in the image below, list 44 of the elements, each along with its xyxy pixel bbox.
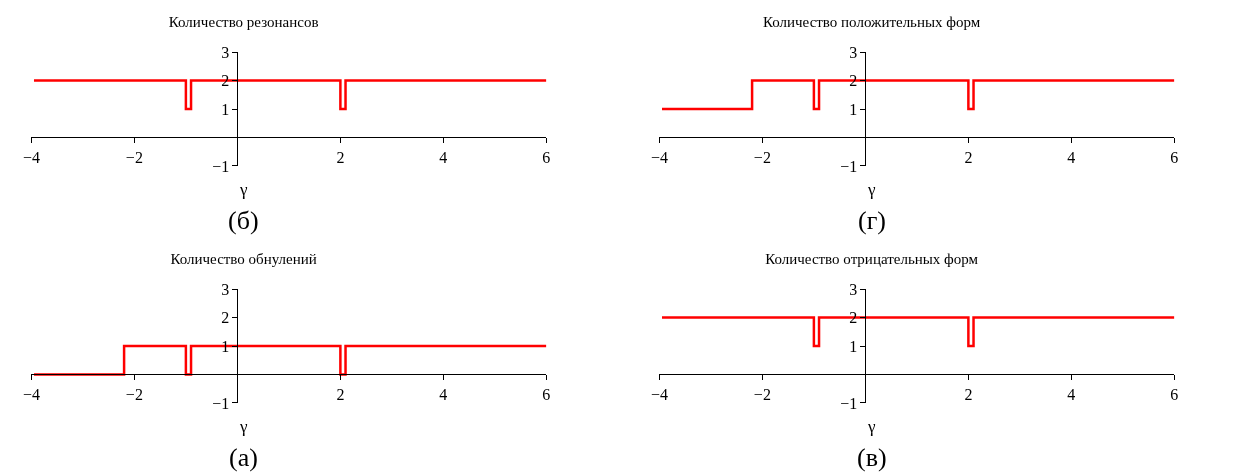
y-tick-label: −1 bbox=[840, 394, 858, 412]
x-axis-title: γ bbox=[239, 180, 248, 199]
chart-title: Количество отрицательных форм bbox=[765, 251, 979, 268]
x-tick-label: 6 bbox=[1170, 385, 1179, 403]
chart-title: Количество резонансов bbox=[168, 14, 319, 31]
x-tick-label: 4 bbox=[1067, 148, 1076, 166]
chart-title: Количество положительных форм bbox=[763, 14, 981, 31]
x-tick-label: −4 bbox=[650, 148, 668, 166]
x-tick-label: −2 bbox=[125, 385, 143, 403]
x-axis-title: γ bbox=[867, 180, 876, 199]
x-tick-label: −4 bbox=[650, 385, 668, 403]
y-tick-label: 2 bbox=[221, 309, 230, 327]
y-tick-label: 1 bbox=[849, 100, 858, 118]
text: (г) bbox=[858, 206, 886, 235]
y-tick-label: −1 bbox=[212, 157, 230, 175]
x-tick-label: 2 bbox=[964, 148, 973, 166]
x-tick-label: −2 bbox=[753, 385, 771, 403]
x-tick-label: −4 bbox=[22, 385, 40, 403]
x-tick-label: 2 bbox=[336, 148, 345, 166]
y-tick-label: −1 bbox=[212, 394, 230, 412]
text: (в) bbox=[857, 443, 887, 472]
x-axis-title: γ bbox=[867, 417, 876, 436]
chart-title: Количество обнулений bbox=[170, 251, 317, 268]
x-tick-label: 4 bbox=[439, 385, 448, 403]
x-tick-label: −4 bbox=[22, 148, 40, 166]
x-tick-label: 2 bbox=[964, 385, 973, 403]
x-axis-title: γ bbox=[239, 417, 248, 436]
x-tick-label: 4 bbox=[1067, 385, 1076, 403]
y-tick-label: 3 bbox=[849, 280, 858, 298]
y-tick-label: 3 bbox=[849, 43, 858, 61]
x-tick-label: 6 bbox=[542, 148, 551, 166]
x-tick-label: 6 bbox=[542, 385, 551, 403]
y-tick-label: 3 bbox=[221, 43, 230, 61]
x-tick-label: 4 bbox=[439, 148, 448, 166]
text: (а) bbox=[229, 443, 258, 472]
y-tick-label: 1 bbox=[221, 100, 230, 118]
x-tick-label: −2 bbox=[125, 148, 143, 166]
x-tick-label: −2 bbox=[753, 148, 771, 166]
x-tick-label: 2 bbox=[336, 385, 345, 403]
y-tick-label: 3 bbox=[221, 280, 230, 298]
y-tick-label: 1 bbox=[849, 337, 858, 355]
x-tick-label: 6 bbox=[1170, 148, 1179, 166]
y-tick-label: −1 bbox=[840, 157, 858, 175]
text: (б) bbox=[228, 206, 259, 235]
